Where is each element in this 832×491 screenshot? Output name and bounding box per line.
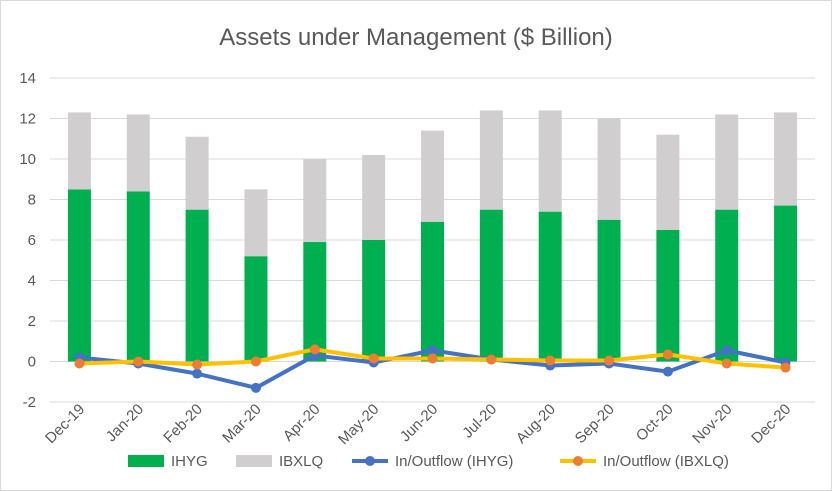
x-tick-label: Aug-20 xyxy=(513,401,559,447)
x-tick-label: Jan-20 xyxy=(103,401,147,445)
point-in-outflow-ihyg xyxy=(721,345,732,356)
bar-ihyg xyxy=(244,256,268,362)
point-in-outflow-ibxlq xyxy=(486,354,497,365)
y-tick-label: -2 xyxy=(23,394,36,411)
y-tick-label: 12 xyxy=(19,111,36,128)
point-in-outflow-ibxlq xyxy=(604,355,615,366)
legend-label: In/Outflow (IHYG) xyxy=(395,453,513,470)
y-tick-label: 4 xyxy=(28,273,36,290)
bar-ihyg xyxy=(303,242,327,362)
bar-ibxlq xyxy=(67,112,91,190)
bar-ihyg xyxy=(421,221,444,362)
bar-ibxlq xyxy=(656,134,680,230)
legend-marker xyxy=(573,456,583,466)
x-tick-label: Jun-20 xyxy=(397,401,441,445)
y-tick-label: 10 xyxy=(19,151,36,168)
bar-ihyg xyxy=(126,191,150,362)
bar-ihyg xyxy=(774,205,798,362)
point-in-outflow-ihyg xyxy=(662,366,673,377)
point-in-outflow-ihyg xyxy=(250,382,261,393)
y-tick-label: 6 xyxy=(28,232,36,249)
bar-ibxlq xyxy=(479,110,503,210)
point-in-outflow-ibxlq xyxy=(721,358,732,369)
bar-ibxlq xyxy=(362,154,386,240)
point-in-outflow-ibxlq xyxy=(74,358,85,369)
point-in-outflow-ibxlq xyxy=(250,356,261,367)
legend-swatch xyxy=(236,455,272,467)
bar-ihyg xyxy=(715,209,739,362)
point-in-outflow-ibxlq xyxy=(192,359,203,370)
legend-label: IBXLQ xyxy=(279,453,323,470)
point-in-outflow-ibxlq xyxy=(662,349,673,360)
legend-label: IHYG xyxy=(171,453,208,470)
point-in-outflow-ihyg xyxy=(192,368,203,379)
bar-ibxlq xyxy=(774,112,798,206)
x-tick-label: Dec-20 xyxy=(748,401,794,447)
point-in-outflow-ibxlq xyxy=(780,362,791,373)
bar-ibxlq xyxy=(244,189,268,257)
bar-ihyg xyxy=(538,211,562,362)
chart-title: Assets under Management ($ Billion) xyxy=(219,24,613,51)
point-in-outflow-ibxlq xyxy=(427,353,438,364)
bar-ihyg xyxy=(67,189,91,362)
bar-ibxlq xyxy=(597,118,621,220)
point-in-outflow-ibxlq xyxy=(368,353,379,364)
legend-swatch xyxy=(128,455,164,467)
bar-ibxlq xyxy=(185,136,209,210)
y-tick-label: 2 xyxy=(28,313,36,330)
x-tick-label: Oct-20 xyxy=(633,401,677,445)
bar-ibxlq xyxy=(538,110,562,212)
point-in-outflow-ibxlq xyxy=(133,356,144,367)
bar-ihyg xyxy=(185,209,209,362)
x-tick-label: Feb-20 xyxy=(160,401,206,447)
x-tick-label: Sep-20 xyxy=(572,401,618,447)
bar-ibxlq xyxy=(421,130,444,222)
bar-ibxlq xyxy=(303,159,327,243)
bar-ihyg xyxy=(656,229,680,362)
x-tick-label: Dec-19 xyxy=(42,401,88,447)
x-tick-label: Apr-20 xyxy=(280,401,324,445)
legend-label: In/Outflow (IBXLQ) xyxy=(603,453,729,470)
point-in-outflow-ibxlq xyxy=(309,344,320,355)
x-tick-label: May-20 xyxy=(335,401,382,448)
point-in-outflow-ibxlq xyxy=(545,355,556,366)
bar-ibxlq xyxy=(715,114,739,210)
bar-ihyg xyxy=(362,240,386,362)
x-tick-label: Mar-20 xyxy=(219,401,265,447)
y-tick-label: 0 xyxy=(28,354,36,371)
bar-ibxlq xyxy=(126,114,150,192)
x-tick-label: Jul-20 xyxy=(459,401,500,442)
y-tick-label: 14 xyxy=(19,70,36,87)
y-tick-label: 8 xyxy=(28,192,36,209)
bar-ihyg xyxy=(479,209,503,362)
x-tick-label: Nov-20 xyxy=(689,401,735,447)
bar-ihyg xyxy=(597,219,621,362)
legend-marker xyxy=(365,456,375,466)
point-in-outflow-ihyg xyxy=(427,345,438,356)
